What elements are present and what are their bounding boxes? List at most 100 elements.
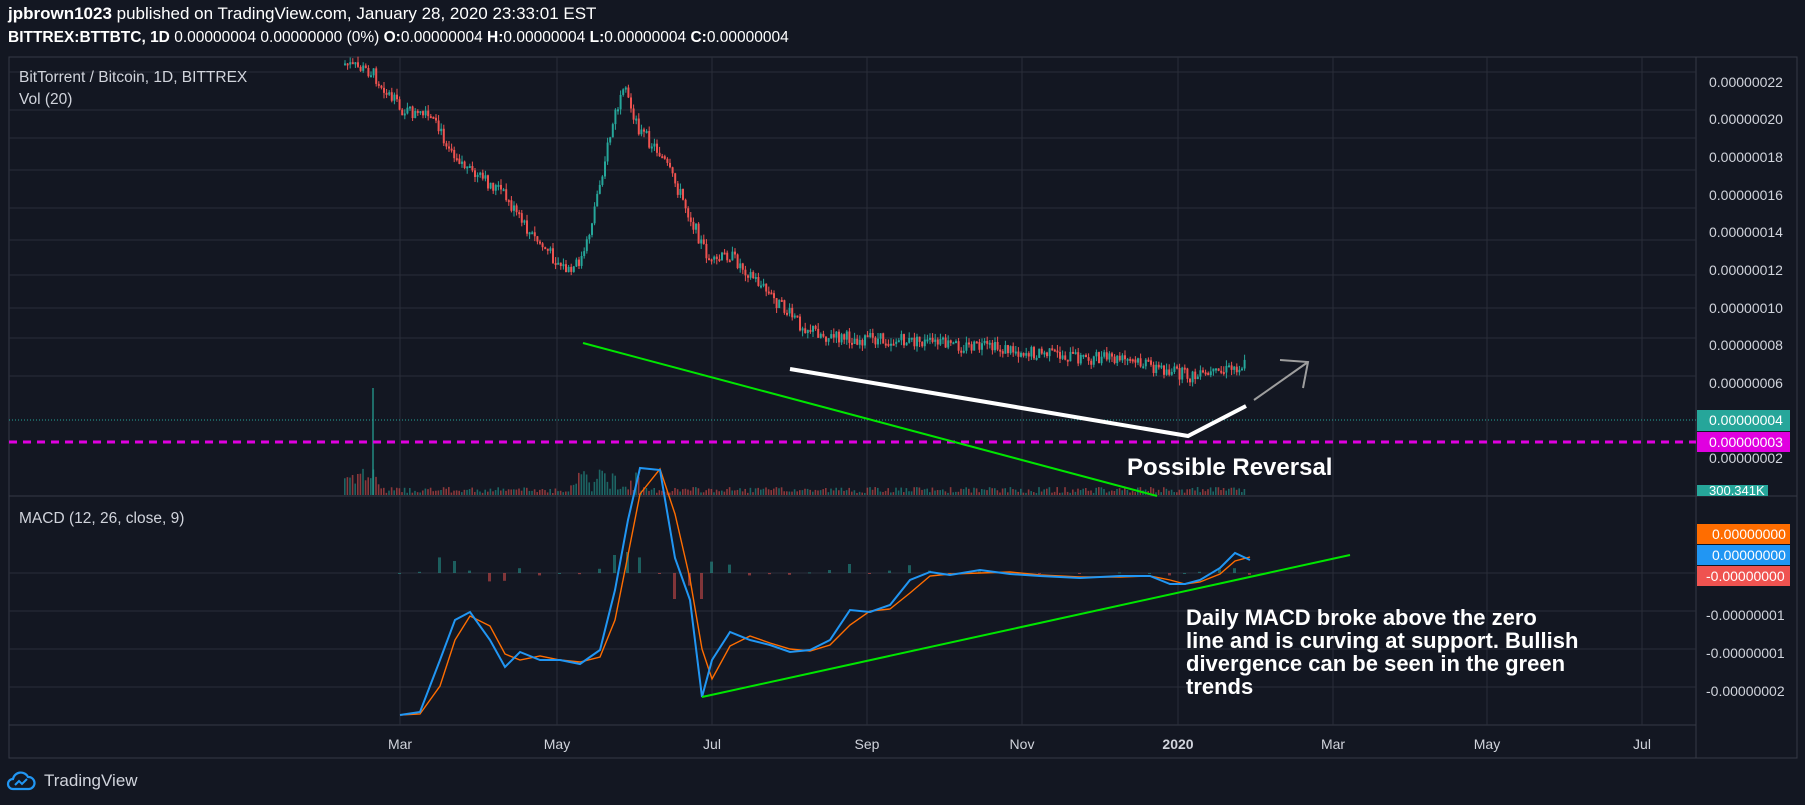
volume-bar — [1209, 487, 1212, 495]
reversal-drawing[interactable] — [789, 367, 1247, 439]
candle-body — [653, 143, 656, 147]
candle-body — [471, 166, 474, 171]
macd-annotation-line-2: line and is curving at support. Bullish — [1186, 628, 1578, 653]
price-trendline[interactable] — [582, 342, 1158, 497]
quote-header: BITTREX:BTTBTC, 1D 0.00000004 0.00000000… — [8, 29, 789, 47]
candle-body — [497, 184, 500, 187]
volume-bar — [344, 478, 346, 495]
histogram-bar — [1038, 573, 1041, 574]
candle-body — [632, 108, 635, 120]
volume-bar — [565, 491, 567, 495]
macd-axis[interactable]: 0.00000000 0.00000000 -0.00000000 -0.000… — [1697, 524, 1790, 699]
volume-bar — [559, 490, 562, 495]
volume-bar — [916, 487, 918, 495]
candle-body — [1191, 371, 1194, 383]
candle-body — [510, 200, 513, 211]
candle-body — [1116, 355, 1119, 364]
candle-body — [900, 334, 903, 341]
candle-body — [1035, 357, 1038, 360]
candle-body — [1012, 346, 1015, 353]
candle-body — [775, 298, 778, 309]
candle-body — [1160, 365, 1163, 368]
macd-annotation-line-3: divergence can be seen in the green — [1186, 651, 1565, 676]
candle-body — [1137, 358, 1139, 363]
reversal-annotation: Possible Reversal — [1127, 454, 1332, 481]
volume-bar — [354, 483, 356, 495]
candle-body — [897, 340, 900, 343]
volume-bar — [1064, 487, 1066, 495]
volume-bar — [934, 490, 936, 495]
volume-bar — [923, 489, 926, 495]
volume-bar — [523, 487, 525, 495]
volume-bar — [890, 492, 892, 495]
candle-body — [788, 307, 791, 314]
volume-bar — [1051, 492, 1053, 495]
volume-bar — [1228, 488, 1230, 495]
candle-body — [944, 337, 947, 348]
volume-bar — [965, 487, 967, 495]
volume-bar — [518, 488, 520, 495]
macd-trendline[interactable] — [701, 554, 1351, 698]
volume-legend: Vol (20) — [19, 91, 72, 108]
candle-body — [650, 146, 653, 149]
candle-body — [780, 299, 783, 302]
author-name[interactable]: jpbrown1023 — [8, 4, 112, 23]
price-axis[interactable]: 0.00000022 0.00000020 0.00000018 0.00000… — [1697, 74, 1790, 498]
candle-body — [1225, 365, 1228, 373]
candle-body — [705, 243, 708, 259]
candle-body — [752, 272, 755, 279]
candle-body — [1105, 352, 1108, 360]
candle-body — [986, 340, 989, 344]
candle-body — [830, 334, 833, 339]
volume-bar — [1238, 488, 1240, 495]
volume-bar — [1196, 487, 1199, 495]
volume-bar — [679, 491, 681, 495]
candle-body — [466, 166, 469, 169]
volume-bar — [450, 492, 453, 495]
volume-bar — [494, 490, 497, 495]
volume-bar — [1030, 491, 1032, 495]
candle-body — [1051, 348, 1054, 351]
candle-body — [994, 342, 996, 351]
volume-bar — [401, 492, 403, 495]
candle-body — [567, 266, 570, 273]
volume-bar — [918, 487, 921, 495]
volume-bar — [848, 487, 850, 495]
volume-bar — [970, 492, 973, 495]
candle-body — [744, 269, 747, 276]
candle-body — [770, 292, 773, 295]
candle-body — [710, 259, 713, 262]
candle-body — [910, 337, 913, 340]
candle-body — [767, 291, 770, 294]
candle-body — [723, 252, 726, 255]
volume-bar — [531, 490, 533, 495]
time-tick: Mar — [1321, 736, 1345, 752]
volume-bar — [375, 476, 377, 495]
candle-body — [565, 264, 567, 273]
volume-bar — [767, 489, 770, 495]
candle-body — [354, 62, 357, 65]
volume-bar — [671, 491, 674, 495]
candle-body — [1157, 364, 1160, 368]
volume-bar — [999, 492, 1001, 495]
candle-body — [635, 118, 638, 121]
volume-bar — [952, 492, 954, 495]
candle-body — [1176, 366, 1178, 369]
time-axis[interactable]: Mar May Jul Sep Nov 2020 Mar May Jul — [388, 736, 1651, 752]
volume-bar — [403, 487, 406, 495]
candle-body — [926, 339, 929, 342]
tradingview-logo[interactable]: TradingView — [6, 769, 138, 793]
macd-tick: -0.00000002 — [1706, 683, 1785, 699]
volume-bar — [840, 487, 843, 495]
volume-bar — [593, 481, 596, 495]
candle-body — [692, 221, 695, 230]
candle-body — [1020, 353, 1022, 357]
candle-body — [445, 143, 448, 147]
projection-arrow-shaft[interactable] — [1253, 361, 1309, 401]
candle-body — [640, 129, 643, 135]
candle-body — [955, 341, 957, 344]
candle-body — [871, 333, 874, 338]
histogram-bar — [700, 573, 703, 599]
volume-bar — [357, 473, 359, 495]
